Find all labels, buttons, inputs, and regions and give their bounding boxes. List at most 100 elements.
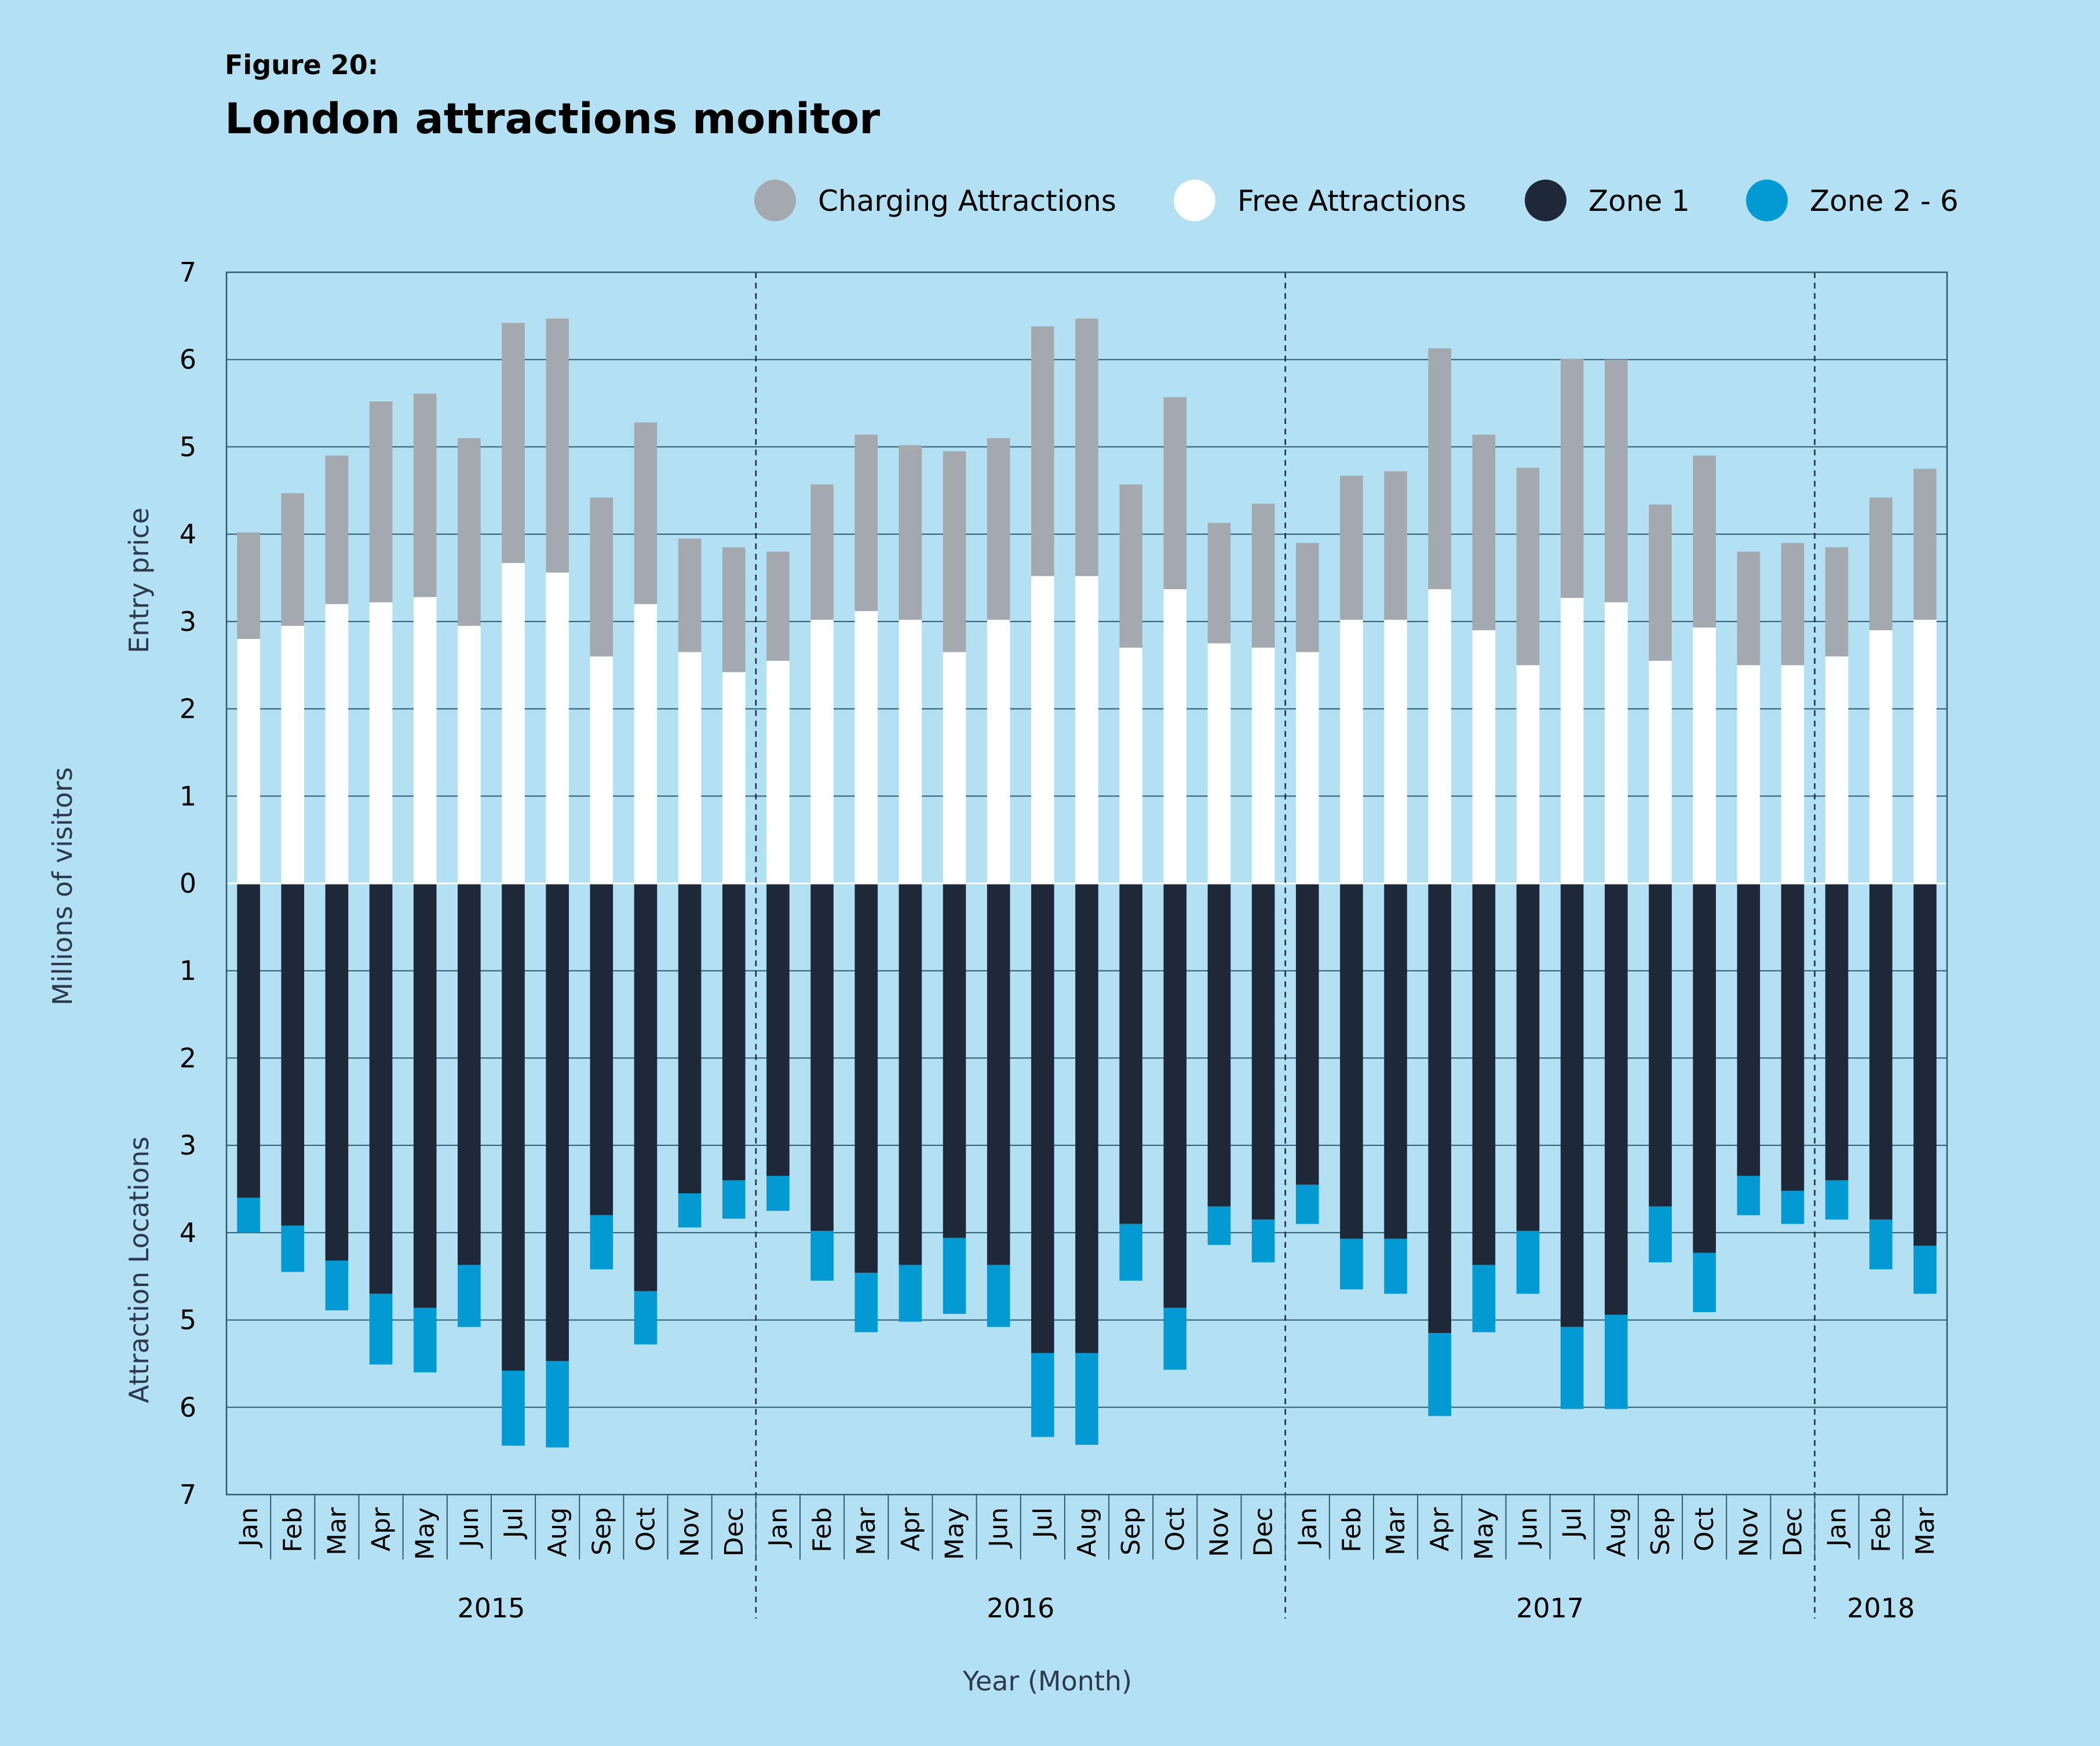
x-tick-label: Sep xyxy=(1646,1507,1675,1555)
bar-zone1 xyxy=(766,883,790,1176)
bar-charging xyxy=(810,484,834,620)
bar-zone1 xyxy=(590,883,613,1215)
year-label: 2017 xyxy=(1516,1592,1584,1624)
legend-swatch-zone1 xyxy=(1525,180,1566,221)
x-tick-label: Feb xyxy=(1867,1507,1896,1553)
y-tick-label: 0 xyxy=(180,868,196,899)
bar-zone2-6 xyxy=(1428,1333,1452,1416)
bar-zone2-6 xyxy=(1295,1184,1319,1224)
legend-swatch-charging xyxy=(754,180,796,221)
bar-free xyxy=(1605,602,1628,883)
bar-zone1 xyxy=(1737,883,1761,1176)
bar-charging xyxy=(854,434,878,611)
y-tick-label: 6 xyxy=(180,344,196,375)
bar-zone2-6 xyxy=(1869,1219,1893,1270)
bar-zone1 xyxy=(325,883,349,1261)
bar-zone2-6 xyxy=(546,1361,569,1448)
bar-zone2-6 xyxy=(1649,1206,1672,1263)
x-tick-label: Oct xyxy=(1690,1507,1719,1551)
bar-free xyxy=(1913,619,1937,883)
bar-free xyxy=(1207,643,1231,883)
y-tick-label: 3 xyxy=(180,606,196,637)
y-tick-label: 7 xyxy=(180,257,196,288)
bar-zone2-6 xyxy=(810,1230,834,1281)
bar-free xyxy=(1251,648,1275,883)
bar-zone1 xyxy=(1163,883,1187,1308)
x-tick-label: Jan xyxy=(764,1507,793,1548)
x-tick-label: Jun xyxy=(984,1507,1014,1549)
bar-charging xyxy=(1251,503,1275,648)
x-tick-label: Feb xyxy=(278,1507,308,1553)
bar-zone2-6 xyxy=(458,1265,481,1327)
bar-zone2-6 xyxy=(634,1291,658,1345)
x-tick-label: Jun xyxy=(455,1507,484,1549)
y-tick-label: 1 xyxy=(180,780,196,812)
y-tick-label: 6 xyxy=(180,1391,196,1423)
x-tick-label: Oct xyxy=(631,1507,660,1551)
bar-zone1 xyxy=(546,883,569,1361)
bar-free xyxy=(943,652,966,883)
bar-zone1 xyxy=(502,883,525,1371)
bar-zone1 xyxy=(678,883,702,1194)
bar-zone2-6 xyxy=(722,1180,746,1219)
bar-free xyxy=(1119,648,1142,883)
bar-charging xyxy=(899,445,922,620)
y-tick-label: 3 xyxy=(180,1130,196,1161)
x-tick-label: Apr xyxy=(367,1507,396,1551)
bar-zone2-6 xyxy=(1737,1175,1761,1215)
bar-zone2-6 xyxy=(1163,1307,1187,1370)
year-label: 2018 xyxy=(1847,1592,1915,1624)
bar-zone2-6 xyxy=(854,1273,878,1332)
figure-label: Figure 20: xyxy=(225,49,378,81)
bar-zone1 xyxy=(1207,883,1231,1207)
bar-charging xyxy=(590,497,613,657)
bar-charging xyxy=(502,323,525,563)
bar-free xyxy=(766,660,790,883)
x-tick-label: Jun xyxy=(1514,1507,1543,1549)
bar-zone2-6 xyxy=(1781,1190,1805,1224)
bar-charging xyxy=(237,532,260,639)
y-tick-label: 5 xyxy=(180,1305,196,1336)
bar-free xyxy=(987,619,1010,883)
x-tick-label: Aug xyxy=(543,1507,572,1557)
bar-free xyxy=(1075,576,1098,883)
bar-charging xyxy=(722,547,746,673)
bar-zone2-6 xyxy=(1825,1180,1849,1220)
bar-charging xyxy=(1075,318,1098,576)
x-tick-label: Mar xyxy=(322,1507,352,1555)
bar-zone1 xyxy=(1825,883,1849,1181)
legend-swatch-zone2-6 xyxy=(1746,180,1788,221)
chart-title: London attractions monitor xyxy=(225,94,880,144)
bar-charging xyxy=(1560,359,1584,598)
x-axis-title: Year (Month) xyxy=(962,1665,1132,1697)
bar-charging xyxy=(678,538,702,652)
bar-zone1 xyxy=(854,883,878,1273)
bar-zone2-6 xyxy=(369,1294,393,1365)
y-axis-title: Millions of visitors xyxy=(47,767,78,1005)
bar-free xyxy=(325,604,349,883)
x-tick-label: Dec xyxy=(1778,1507,1807,1557)
plot-frame xyxy=(225,271,1948,1496)
bar-charging xyxy=(766,551,790,661)
bar-zone2-6 xyxy=(678,1193,702,1228)
bar-zone2-6 xyxy=(502,1370,525,1446)
legend-label-zone2-6: Zone 2 - 6 xyxy=(1810,184,1959,218)
bar-zone2-6 xyxy=(899,1265,922,1322)
bar-charging xyxy=(1472,434,1496,630)
bar-free xyxy=(502,562,525,883)
bar-free xyxy=(458,626,481,883)
bar-charging xyxy=(1031,326,1054,576)
bar-charging xyxy=(1384,471,1407,620)
bar-zone2-6 xyxy=(237,1197,260,1233)
bar-zone1 xyxy=(1031,883,1054,1353)
x-tick-label: Aug xyxy=(1602,1507,1631,1557)
bar-free xyxy=(678,652,702,883)
bar-zone1 xyxy=(413,883,437,1308)
bar-zone2-6 xyxy=(987,1265,1010,1327)
bar-zone2-6 xyxy=(1207,1206,1231,1245)
bar-free xyxy=(722,672,746,883)
bar-charging xyxy=(1649,504,1672,661)
bar-zone2-6 xyxy=(1913,1245,1937,1294)
bar-zone1 xyxy=(1251,883,1275,1220)
bar-free xyxy=(590,656,613,883)
